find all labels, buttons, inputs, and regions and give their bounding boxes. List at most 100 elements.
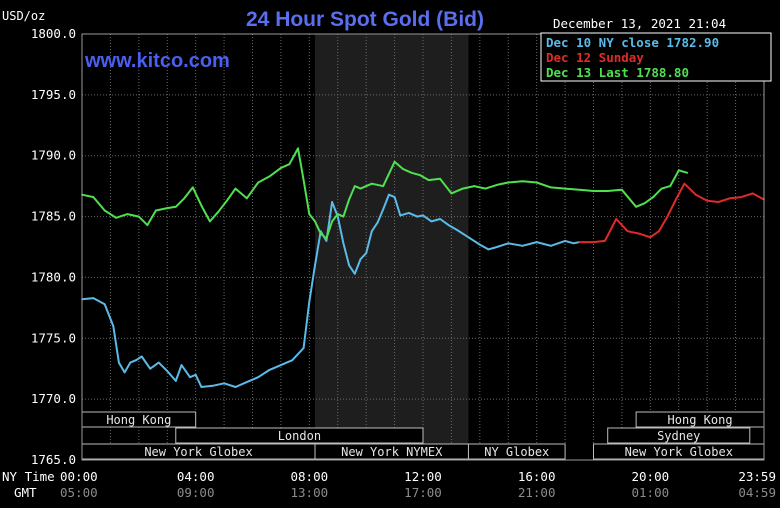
series-point-1 xyxy=(666,215,669,218)
series-point-0 xyxy=(564,240,566,242)
series-point-2 xyxy=(166,207,169,210)
series-point-0 xyxy=(496,246,498,248)
series-point-0 xyxy=(174,380,177,382)
x-tick-label-gmt: 05:00 xyxy=(60,485,98,500)
series-point-2 xyxy=(606,190,609,192)
nymex-session-band xyxy=(315,34,469,460)
series-point-2 xyxy=(288,163,291,166)
series-point-2 xyxy=(336,213,339,216)
series-point-2 xyxy=(410,171,413,174)
series-point-1 xyxy=(638,232,640,235)
series-point-0 xyxy=(478,243,481,246)
series-point-2 xyxy=(268,175,271,178)
series-point-2 xyxy=(191,186,194,189)
series-point-0 xyxy=(211,384,214,387)
series-point-0 xyxy=(245,381,248,383)
legend-item-dec12: Dec 12 Sunday xyxy=(546,50,644,65)
series-point-1 xyxy=(604,240,606,242)
series-point-0 xyxy=(535,241,538,244)
series-point-0 xyxy=(388,193,390,196)
session-label: Hong Kong xyxy=(106,413,171,427)
ny-time-row-label: NY Time xyxy=(2,469,55,484)
series-point-2 xyxy=(92,196,95,199)
chart-timestamp: December 13, 2021 21:04 xyxy=(553,16,726,31)
session-label: Sydney xyxy=(657,429,700,443)
series-point-2 xyxy=(126,213,129,216)
series-point-2 xyxy=(245,197,248,200)
series-point-2 xyxy=(652,196,655,199)
series-point-0 xyxy=(359,258,362,261)
x-tick-label-ny: 08:00 xyxy=(291,469,329,484)
series-point-1 xyxy=(675,198,677,201)
series-point-0 xyxy=(118,361,120,364)
series-point-2 xyxy=(686,171,689,174)
series-point-0 xyxy=(572,242,575,245)
series-point-2 xyxy=(308,213,311,216)
series-point-0 xyxy=(342,242,345,245)
series-point-1 xyxy=(683,182,686,185)
series-point-0 xyxy=(422,214,424,217)
series-point-2 xyxy=(200,204,203,207)
series-point-2 xyxy=(427,179,430,182)
series-point-1 xyxy=(694,193,697,196)
series-point-0 xyxy=(447,224,450,227)
series-point-2 xyxy=(578,188,581,191)
series-point-0 xyxy=(223,382,226,385)
series-point-0 xyxy=(521,244,524,247)
series-point-0 xyxy=(365,252,368,255)
series-point-0 xyxy=(135,359,137,362)
series-point-0 xyxy=(430,220,433,223)
series-point-2 xyxy=(331,220,333,223)
series-point-0 xyxy=(268,369,271,371)
series-point-0 xyxy=(550,244,552,247)
session-label: New York NYMEX xyxy=(341,445,443,459)
series-point-0 xyxy=(149,367,152,370)
series-line-1 xyxy=(579,182,765,244)
series-point-2 xyxy=(621,188,623,191)
x-tick-label-ny: 20:00 xyxy=(632,469,670,484)
x-tick-label-gmt: 17:00 xyxy=(404,485,442,500)
y-tick-label: 1780.0 xyxy=(31,269,76,284)
series-point-0 xyxy=(376,221,379,224)
series-point-2 xyxy=(473,185,476,188)
x-tick-label-ny: 00:00 xyxy=(60,469,98,484)
series-point-0 xyxy=(180,364,183,366)
session-label: London xyxy=(278,429,321,443)
legend: Dec 10 NY close 1782.90 Dec 12 Sunday De… xyxy=(540,32,772,82)
series-point-2 xyxy=(635,205,637,208)
x-tick-label-gmt: 01:00 xyxy=(632,485,670,500)
series-point-2 xyxy=(314,220,316,223)
x-tick-label-ny: 16:00 xyxy=(518,469,556,484)
series-point-2 xyxy=(297,147,299,150)
series-point-2 xyxy=(217,210,220,213)
series-point-0 xyxy=(157,361,160,364)
series-point-0 xyxy=(407,212,410,214)
series-point-0 xyxy=(353,272,356,275)
series-point-2 xyxy=(439,177,441,180)
series-point-0 xyxy=(234,386,237,388)
series-point-0 xyxy=(382,208,385,211)
series-point-0 xyxy=(439,218,441,220)
series-point-2 xyxy=(660,187,663,190)
series-point-0 xyxy=(291,359,294,362)
series-point-0 xyxy=(325,240,328,242)
series-point-0 xyxy=(123,371,126,374)
series-point-0 xyxy=(166,370,169,372)
series-point-2 xyxy=(319,232,322,235)
series-point-1 xyxy=(578,241,581,244)
series-point-2 xyxy=(550,186,552,189)
session-label: NY Globex xyxy=(484,445,549,459)
session-label: New York Globex xyxy=(625,445,733,459)
series-point-0 xyxy=(370,230,373,233)
y-tick-label: 1775.0 xyxy=(31,330,76,345)
series-point-2 xyxy=(155,209,157,212)
series-point-2 xyxy=(393,160,396,163)
series-point-0 xyxy=(302,347,305,349)
series-point-2 xyxy=(507,181,510,184)
session-box xyxy=(467,443,566,460)
series-point-2 xyxy=(359,187,362,190)
series-point-0 xyxy=(103,303,106,306)
y-tick-label: 1770.0 xyxy=(31,391,76,406)
gmt-row-label: GMT xyxy=(14,485,37,500)
legend-item-dec13: Dec 13 Last 1788.80 xyxy=(546,65,689,80)
